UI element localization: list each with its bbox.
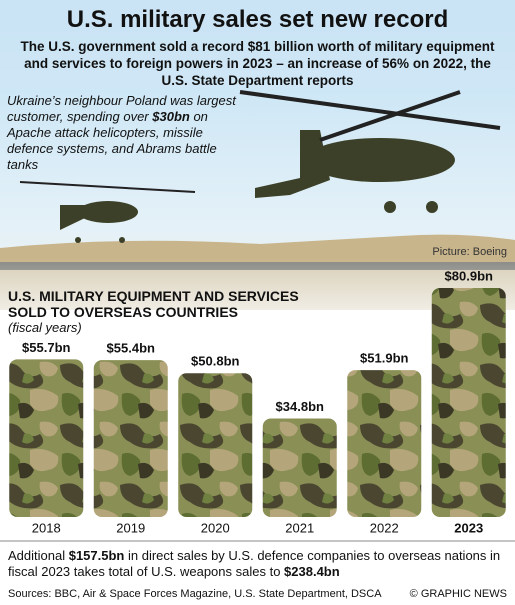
value-label: $80.9bn <box>445 268 493 283</box>
text-part: $157.5bn <box>68 548 125 563</box>
title: U.S. military sales set new record <box>66 6 449 33</box>
text-part: $238.4bn <box>284 564 340 579</box>
bar <box>347 370 422 517</box>
bar <box>431 288 506 517</box>
annotation: Ukraine’s neighbour Poland was largest c… <box>7 93 237 173</box>
subtitle: The U.S. government sold a record $81 bi… <box>20 39 495 88</box>
text-part: in direct sales by U.S. defence companie… <box>8 548 501 579</box>
x-tick-label: 2018 <box>32 520 61 535</box>
x-tick-label: 2021 <box>285 520 314 535</box>
value-label: $51.9bn <box>360 351 408 366</box>
x-tick-label: 2019 <box>116 520 145 535</box>
x-tick-label: 2022 <box>370 520 399 535</box>
bar <box>178 373 253 517</box>
text-part: on Apache attack helicopters, missile de… <box>7 109 217 172</box>
photo-credit: Picture: Boeing <box>432 246 507 258</box>
bar <box>262 418 337 517</box>
text-part: Additional <box>8 548 69 563</box>
x-tick-label: 2023 <box>454 520 483 535</box>
x-tick-label: 2020 <box>201 520 230 535</box>
copyright: © GRAPHIC NEWS <box>409 588 507 600</box>
chart-title: U.S. MILITARY EQUIPMENT AND SERVICES SOL… <box>8 288 299 320</box>
value-label: $55.7bn <box>22 340 70 355</box>
text-part: Ukraine’s neighbour Poland was largest c… <box>7 93 236 124</box>
text-part: $30bn <box>152 109 190 124</box>
bar <box>93 360 168 517</box>
footnote: Additional $157.5bn in direct sales by U… <box>8 548 508 580</box>
bar <box>9 359 84 517</box>
helicopter <box>239 90 501 213</box>
value-label: $55.4bn <box>107 341 155 356</box>
helicopter <box>19 181 196 243</box>
chart-subtitle: (fiscal years) <box>8 320 82 335</box>
value-label: $50.8bn <box>191 354 239 369</box>
sources: Sources: BBC, Air & Space Forces Magazin… <box>8 588 382 600</box>
value-label: $34.8bn <box>276 399 324 414</box>
